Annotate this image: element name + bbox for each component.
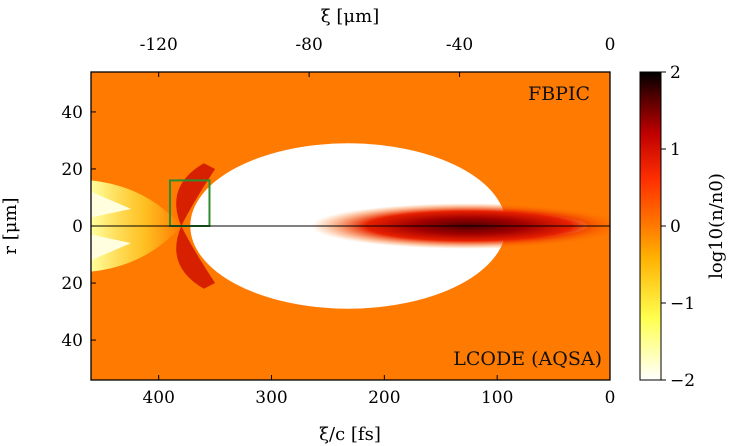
x-top-axis-label: ξ [μm] <box>321 6 379 27</box>
x-top-tick-label: -120 <box>140 35 178 55</box>
colorbar-tick-label: −2 <box>670 371 695 391</box>
x-tick-label: 100 <box>481 388 513 408</box>
y-tick-label: 40 <box>61 103 83 123</box>
colorbar-label: log10(n/n0) <box>706 173 727 279</box>
y-tick-label: 20 <box>61 274 83 294</box>
colorbar: 2 1 0 −1 −2 log10(n/n0) <box>639 63 727 391</box>
y-axis-label: r [μm] <box>0 197 21 254</box>
y-tick-label: 0 <box>72 217 83 237</box>
x-tick-label: 400 <box>142 388 174 408</box>
x-top-tick-label: 0 <box>605 35 616 55</box>
colorbar-tick-label: −1 <box>670 294 695 314</box>
x-top-tick-label: -80 <box>295 35 322 55</box>
colorbar-gradient <box>639 71 662 381</box>
sheath-upper <box>176 163 216 226</box>
annotation-fbpic: FBPIC <box>528 83 590 105</box>
x-tick-label: 200 <box>368 388 400 408</box>
x-tick-label: 300 <box>255 388 287 408</box>
colorbar-tick-label: 1 <box>670 140 681 160</box>
colorbar-tick-label: 2 <box>670 63 681 83</box>
x-axis-label: ξ/c [fs] <box>319 424 381 445</box>
x-top-tick-label: -40 <box>446 35 473 55</box>
sheath-lower <box>176 226 216 289</box>
y-tick-label: 20 <box>61 160 83 180</box>
rear-light-region <box>91 191 131 261</box>
annotation-lcode: LCODE (AQSA) <box>453 348 602 370</box>
y-tick-label: 40 <box>61 331 83 351</box>
x-tick-label: 0 <box>605 388 616 408</box>
colorbar-tick-label: 0 <box>670 217 681 237</box>
